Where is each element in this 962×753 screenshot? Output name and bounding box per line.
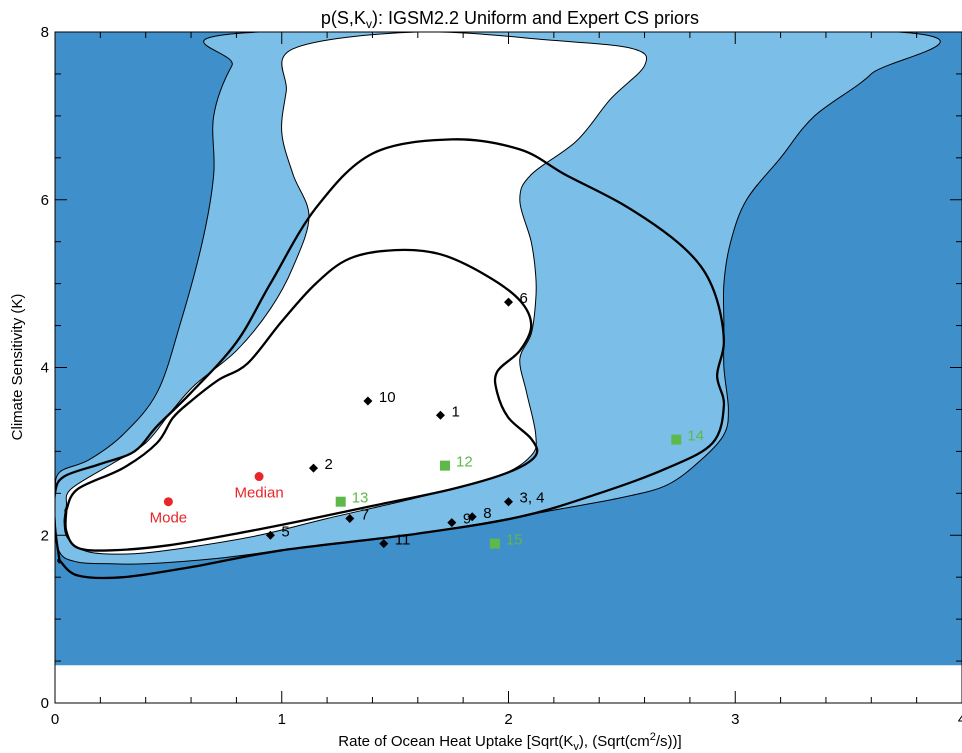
point-marker xyxy=(363,396,373,406)
point-marker xyxy=(504,297,513,307)
point-label: 1 xyxy=(451,403,459,420)
x-tick-label: 0 xyxy=(51,711,59,728)
x-tick-label: 1 xyxy=(278,711,286,728)
point-label: 10 xyxy=(379,389,396,406)
contour-line-1 xyxy=(55,138,726,580)
y-tick-label: 2 xyxy=(41,527,49,544)
point-label: 2 xyxy=(324,456,332,473)
point-marker xyxy=(447,518,457,528)
x-tick-label: 4 xyxy=(958,711,962,728)
point-label: 5 xyxy=(281,523,289,540)
y-tick-label: 0 xyxy=(41,695,49,712)
point-marker xyxy=(163,497,173,507)
point-marker xyxy=(440,460,451,471)
point-label: 7 xyxy=(361,506,369,523)
point-label: 3, 4 xyxy=(520,490,545,507)
point-marker xyxy=(265,530,275,540)
contour-line-2 xyxy=(64,248,539,552)
point-marker xyxy=(379,539,389,549)
point-label: 11 xyxy=(395,532,411,549)
y-tick-label: 4 xyxy=(41,360,49,377)
point-marker xyxy=(671,434,682,445)
point-label: 12 xyxy=(456,454,473,471)
x-tick-label: 3 xyxy=(731,711,739,728)
point-label: 14 xyxy=(687,428,704,445)
chart-title: p(S,Kv): IGSM2.2 Uniform and Expert CS p… xyxy=(321,8,699,31)
x-tick-label: 2 xyxy=(504,711,512,728)
point-label: Median xyxy=(234,485,283,502)
y-tick-label: 6 xyxy=(41,192,49,209)
y-axis-label: Climate Sensitivity (K) xyxy=(9,294,26,441)
point-marker xyxy=(504,497,513,507)
point-label: 9 xyxy=(463,511,471,528)
point-marker xyxy=(467,512,477,522)
point-label: 6 xyxy=(520,290,528,307)
point-marker xyxy=(308,463,318,473)
point-marker xyxy=(345,513,355,523)
point-marker xyxy=(435,410,445,420)
y-tick-label: 8 xyxy=(41,24,49,41)
point-marker xyxy=(254,472,264,482)
point-label: 13 xyxy=(352,490,369,507)
point-label: 15 xyxy=(506,532,523,549)
point-label: Mode xyxy=(150,510,188,527)
axis-ticks: 0123402468 xyxy=(41,24,962,728)
point-marker xyxy=(489,538,500,549)
plot-area xyxy=(55,32,962,666)
region-50 xyxy=(63,32,648,555)
point-label: 8 xyxy=(483,505,491,522)
point-marker xyxy=(335,496,346,507)
x-axis-label: Rate of Ocean Heat Uptake [Sqrt(Kv), (Sq… xyxy=(338,731,681,753)
